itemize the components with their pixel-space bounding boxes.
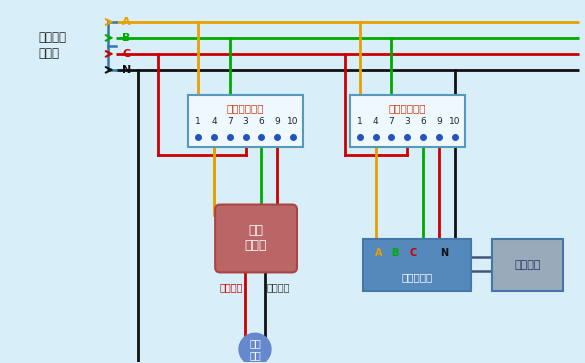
- Text: 光伏电站: 光伏电站: [514, 260, 541, 270]
- Text: 三相双向电表: 三相双向电表: [227, 103, 264, 113]
- Text: 9: 9: [274, 117, 280, 126]
- FancyBboxPatch shape: [363, 240, 470, 291]
- Text: 三相单向电表: 三相单向电表: [388, 103, 426, 113]
- Text: B: B: [391, 248, 398, 258]
- FancyBboxPatch shape: [215, 205, 297, 272]
- Text: 国家电网: 国家电网: [39, 32, 67, 44]
- Text: 10: 10: [287, 117, 299, 126]
- Text: 1: 1: [357, 117, 363, 126]
- Text: 三相逆变器: 三相逆变器: [401, 272, 432, 282]
- Text: N: N: [441, 248, 449, 258]
- Circle shape: [239, 333, 271, 363]
- Text: 7: 7: [388, 117, 394, 126]
- Text: C: C: [122, 49, 130, 59]
- Text: 3: 3: [243, 117, 249, 126]
- Text: C: C: [409, 248, 417, 258]
- FancyBboxPatch shape: [188, 95, 303, 147]
- Text: 用户
配电柜: 用户 配电柜: [245, 224, 267, 253]
- Text: B: B: [122, 33, 130, 43]
- Text: A: A: [375, 248, 383, 258]
- Text: 负载零线: 负载零线: [267, 282, 290, 292]
- Text: 1: 1: [195, 117, 201, 126]
- Text: 4: 4: [373, 117, 378, 126]
- FancyBboxPatch shape: [350, 95, 464, 147]
- Text: 4: 4: [211, 117, 217, 126]
- Text: A: A: [122, 17, 131, 27]
- Text: 3: 3: [404, 117, 410, 126]
- Text: 负载火线: 负载火线: [220, 282, 243, 292]
- Text: 6: 6: [259, 117, 264, 126]
- Text: 7: 7: [227, 117, 233, 126]
- Text: N: N: [122, 65, 132, 75]
- Text: 三相电: 三相电: [39, 48, 60, 60]
- Text: 9: 9: [436, 117, 442, 126]
- Text: 6: 6: [420, 117, 426, 126]
- Text: 用户
负载: 用户 负载: [249, 338, 261, 360]
- Text: 10: 10: [449, 117, 460, 126]
- FancyBboxPatch shape: [491, 240, 563, 291]
